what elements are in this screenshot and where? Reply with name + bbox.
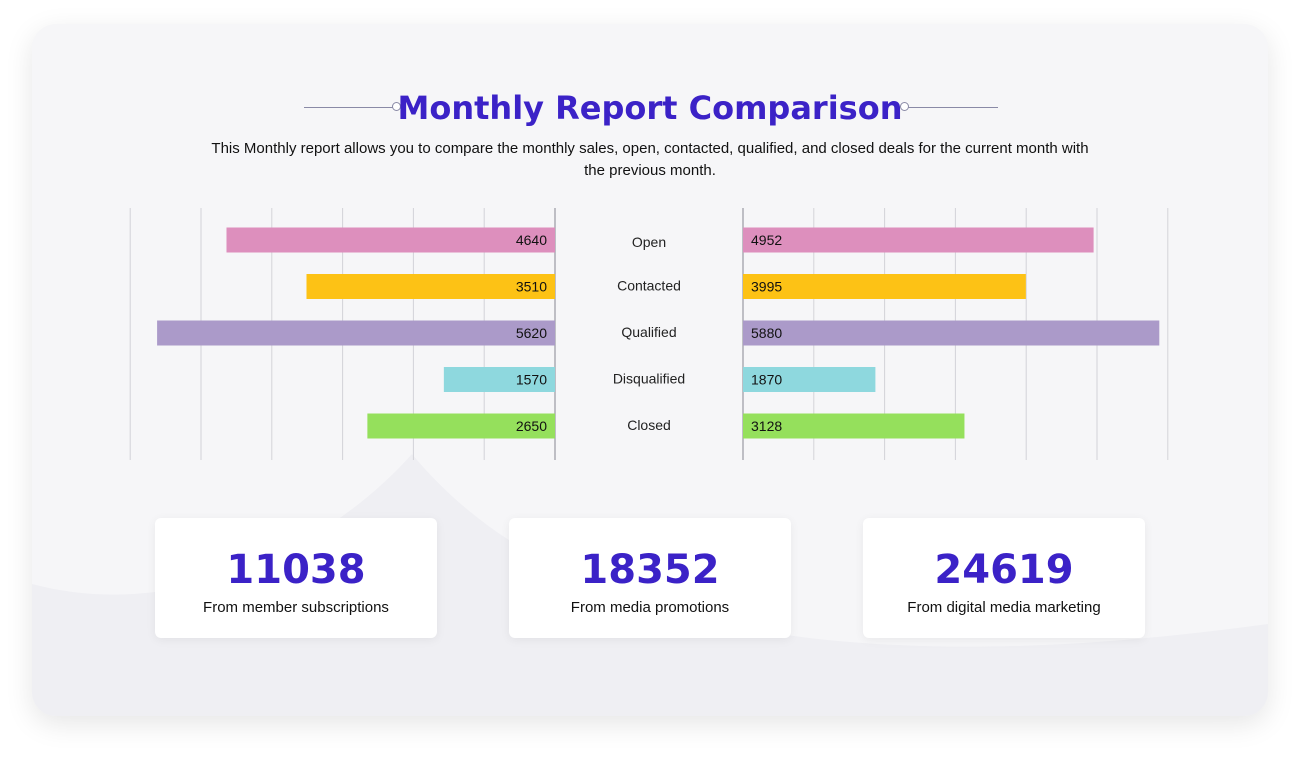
title-row: Monthly Report Comparison bbox=[32, 86, 1268, 130]
data-label-right: 4952 bbox=[751, 232, 782, 248]
bar-right-contacted bbox=[743, 274, 1026, 299]
data-label-left: 3510 bbox=[516, 279, 547, 295]
category-label: Closed bbox=[627, 417, 671, 433]
bar-left-closed bbox=[367, 413, 555, 439]
data-label-right: 3995 bbox=[751, 279, 782, 295]
butterfly-bar-chart: 4640 4952 Open 3510 3995 Contacted 5620 5880 Qua… bbox=[129, 208, 1169, 460]
data-label-right: 3128 bbox=[751, 418, 782, 434]
title-right-dot bbox=[900, 102, 909, 111]
data-label-right: 1870 bbox=[751, 372, 782, 388]
stat-value: 11038 bbox=[226, 547, 366, 593]
data-label-left: 1570 bbox=[516, 372, 547, 388]
bar-right-disqualified bbox=[743, 367, 876, 392]
data-label-left: 2650 bbox=[516, 418, 547, 434]
stat-value: 18352 bbox=[580, 547, 720, 593]
bar-left-open bbox=[226, 227, 555, 253]
data-label-right: 5880 bbox=[751, 325, 782, 341]
data-label-left: 4640 bbox=[516, 232, 547, 248]
title-left-dot bbox=[392, 102, 401, 111]
page-subtitle: This Monthly report allows you to compar… bbox=[211, 140, 1089, 179]
stat-label: From member subscriptions bbox=[203, 599, 389, 616]
bar-left-qualified bbox=[157, 320, 555, 346]
bar-right-closed bbox=[743, 413, 965, 439]
stat-label: From digital media marketing bbox=[907, 599, 1101, 616]
report-card: Monthly Report Comparison This Monthly r… bbox=[32, 24, 1268, 716]
bar-right-qualified bbox=[743, 320, 1160, 346]
category-label: Contacted bbox=[617, 278, 681, 294]
stat-value: 24619 bbox=[934, 547, 1074, 593]
category-label: Qualified bbox=[621, 324, 676, 340]
category-label: Disqualified bbox=[613, 371, 685, 387]
stat-card-digital-marketing: 24619 From digital media marketing bbox=[863, 518, 1145, 638]
title-right-line bbox=[908, 107, 998, 108]
page-title: Monthly Report Comparison bbox=[397, 89, 903, 127]
title-left-line bbox=[304, 107, 396, 108]
stat-card-subscriptions: 11038 From member subscriptions bbox=[155, 518, 437, 638]
category-label: Open bbox=[632, 234, 666, 250]
data-label-left: 5620 bbox=[516, 325, 547, 341]
bar-right-open bbox=[743, 227, 1094, 253]
stat-card-media-promotions: 18352 From media promotions bbox=[509, 518, 791, 638]
bar-left-contacted bbox=[306, 274, 555, 299]
stat-label: From media promotions bbox=[570, 599, 730, 616]
bar-left-disqualified bbox=[443, 367, 555, 392]
